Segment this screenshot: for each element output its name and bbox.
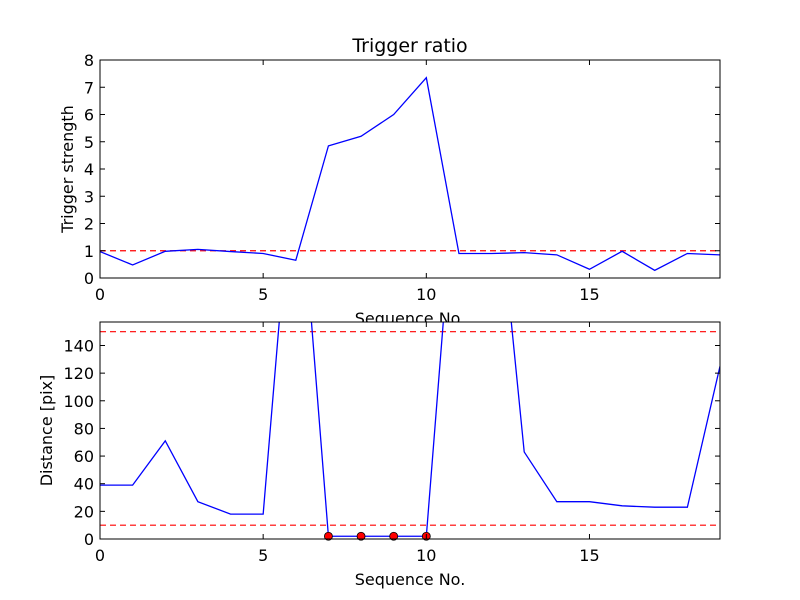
subplot-1-data-layer bbox=[100, 76, 720, 272]
subplot-2-axes-frame bbox=[99, 321, 721, 540]
subplot-1-plot-area bbox=[100, 60, 720, 278]
subplot-1-x-tick-label-2: 5 bbox=[258, 285, 268, 304]
subplot-1-y-tick-label-3: 2 bbox=[84, 215, 94, 234]
subplot-1-x-tick-label-3: 10 bbox=[416, 285, 436, 304]
subplot-1-y-axis-title: Trigger strength bbox=[58, 105, 77, 234]
subplot-2-y-tick-label-3: 40 bbox=[74, 475, 94, 494]
subplot-2-plot-area bbox=[100, 322, 720, 539]
subplot-2-data-point-1 bbox=[324, 531, 333, 541]
subplot-2-data-layer bbox=[100, 322, 720, 537]
subplot-2-x-axis-title: Sequence No. bbox=[355, 570, 466, 589]
subplot-1-y-tick-label-4: 3 bbox=[84, 187, 94, 206]
subplot-1-x-tick-label-1: 0 bbox=[95, 285, 105, 304]
subplot-1-y-tick-label-9: 8 bbox=[84, 51, 94, 70]
subplot-1-y-tick-label-8: 7 bbox=[84, 78, 94, 97]
subplot-2-y-tick-label-8: 140 bbox=[63, 336, 94, 355]
subplot-2-y-tick-label-1: 0 bbox=[84, 530, 94, 549]
subplot-2-y-tick-label-2: 20 bbox=[74, 502, 94, 521]
subplot-2-data-point-3 bbox=[389, 531, 399, 541]
subplot-2-y-tick-label-5: 80 bbox=[74, 419, 94, 438]
subplot-1-series-line-1 bbox=[100, 76, 720, 272]
subplot-1-y-tick-label-7: 6 bbox=[84, 106, 94, 125]
subplot-1-y-tick-label-5: 4 bbox=[84, 160, 94, 179]
subplot-2-x-tick-label-1: 0 bbox=[95, 546, 105, 565]
subplot-1-chart-title: Trigger ratio bbox=[351, 35, 467, 57]
subplot-1-y-tick-label-6: 5 bbox=[84, 133, 94, 152]
subplot-2-y-axis-title: Distance [pix] bbox=[37, 375, 56, 487]
subplot-2-x-tick-label-4: 15 bbox=[579, 546, 599, 565]
subplot-1-y-tick-label-1: 0 bbox=[84, 269, 94, 288]
subplot-2-x-tick-label-3: 10 bbox=[416, 546, 436, 565]
subplot-2-x-tick-label-2: 5 bbox=[258, 546, 268, 565]
subplot-2-data-point-2 bbox=[356, 531, 366, 541]
subplot-2-y-tick-label-7: 120 bbox=[63, 364, 94, 383]
subplot-1-y-tick-label-2: 1 bbox=[84, 242, 94, 261]
subplot-2-y-tick-label-6: 100 bbox=[63, 392, 94, 411]
subplot-1-x-tick-label-4: 15 bbox=[579, 285, 599, 304]
subplot-2-y-tick-label-4: 60 bbox=[74, 447, 94, 466]
subplot-2-series-line-1 bbox=[100, 322, 720, 537]
